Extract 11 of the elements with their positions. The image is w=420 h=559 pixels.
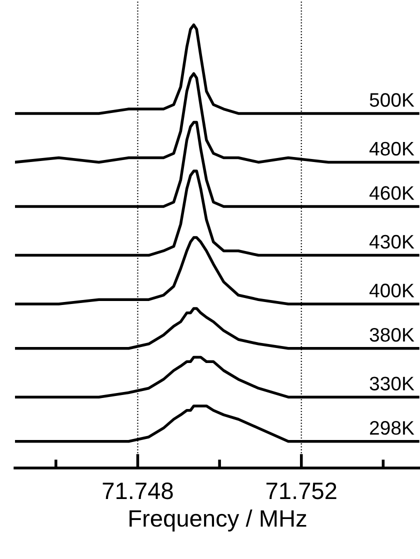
series-label: 460K — [369, 186, 414, 200]
series-label: 500K — [370, 93, 414, 107]
series-label: 330K — [370, 376, 414, 390]
series-label: 400K — [369, 284, 414, 298]
series-label: 480K — [369, 142, 414, 156]
series-label: 380K — [370, 328, 414, 342]
series-label: 430K — [369, 234, 414, 249]
x-tick-label: 71.748 — [102, 482, 173, 500]
series-label: 298K — [370, 421, 414, 435]
x-tick-label: 71.752 — [266, 482, 336, 500]
x-axis-title: Frequency / MHz — [130, 509, 306, 532]
